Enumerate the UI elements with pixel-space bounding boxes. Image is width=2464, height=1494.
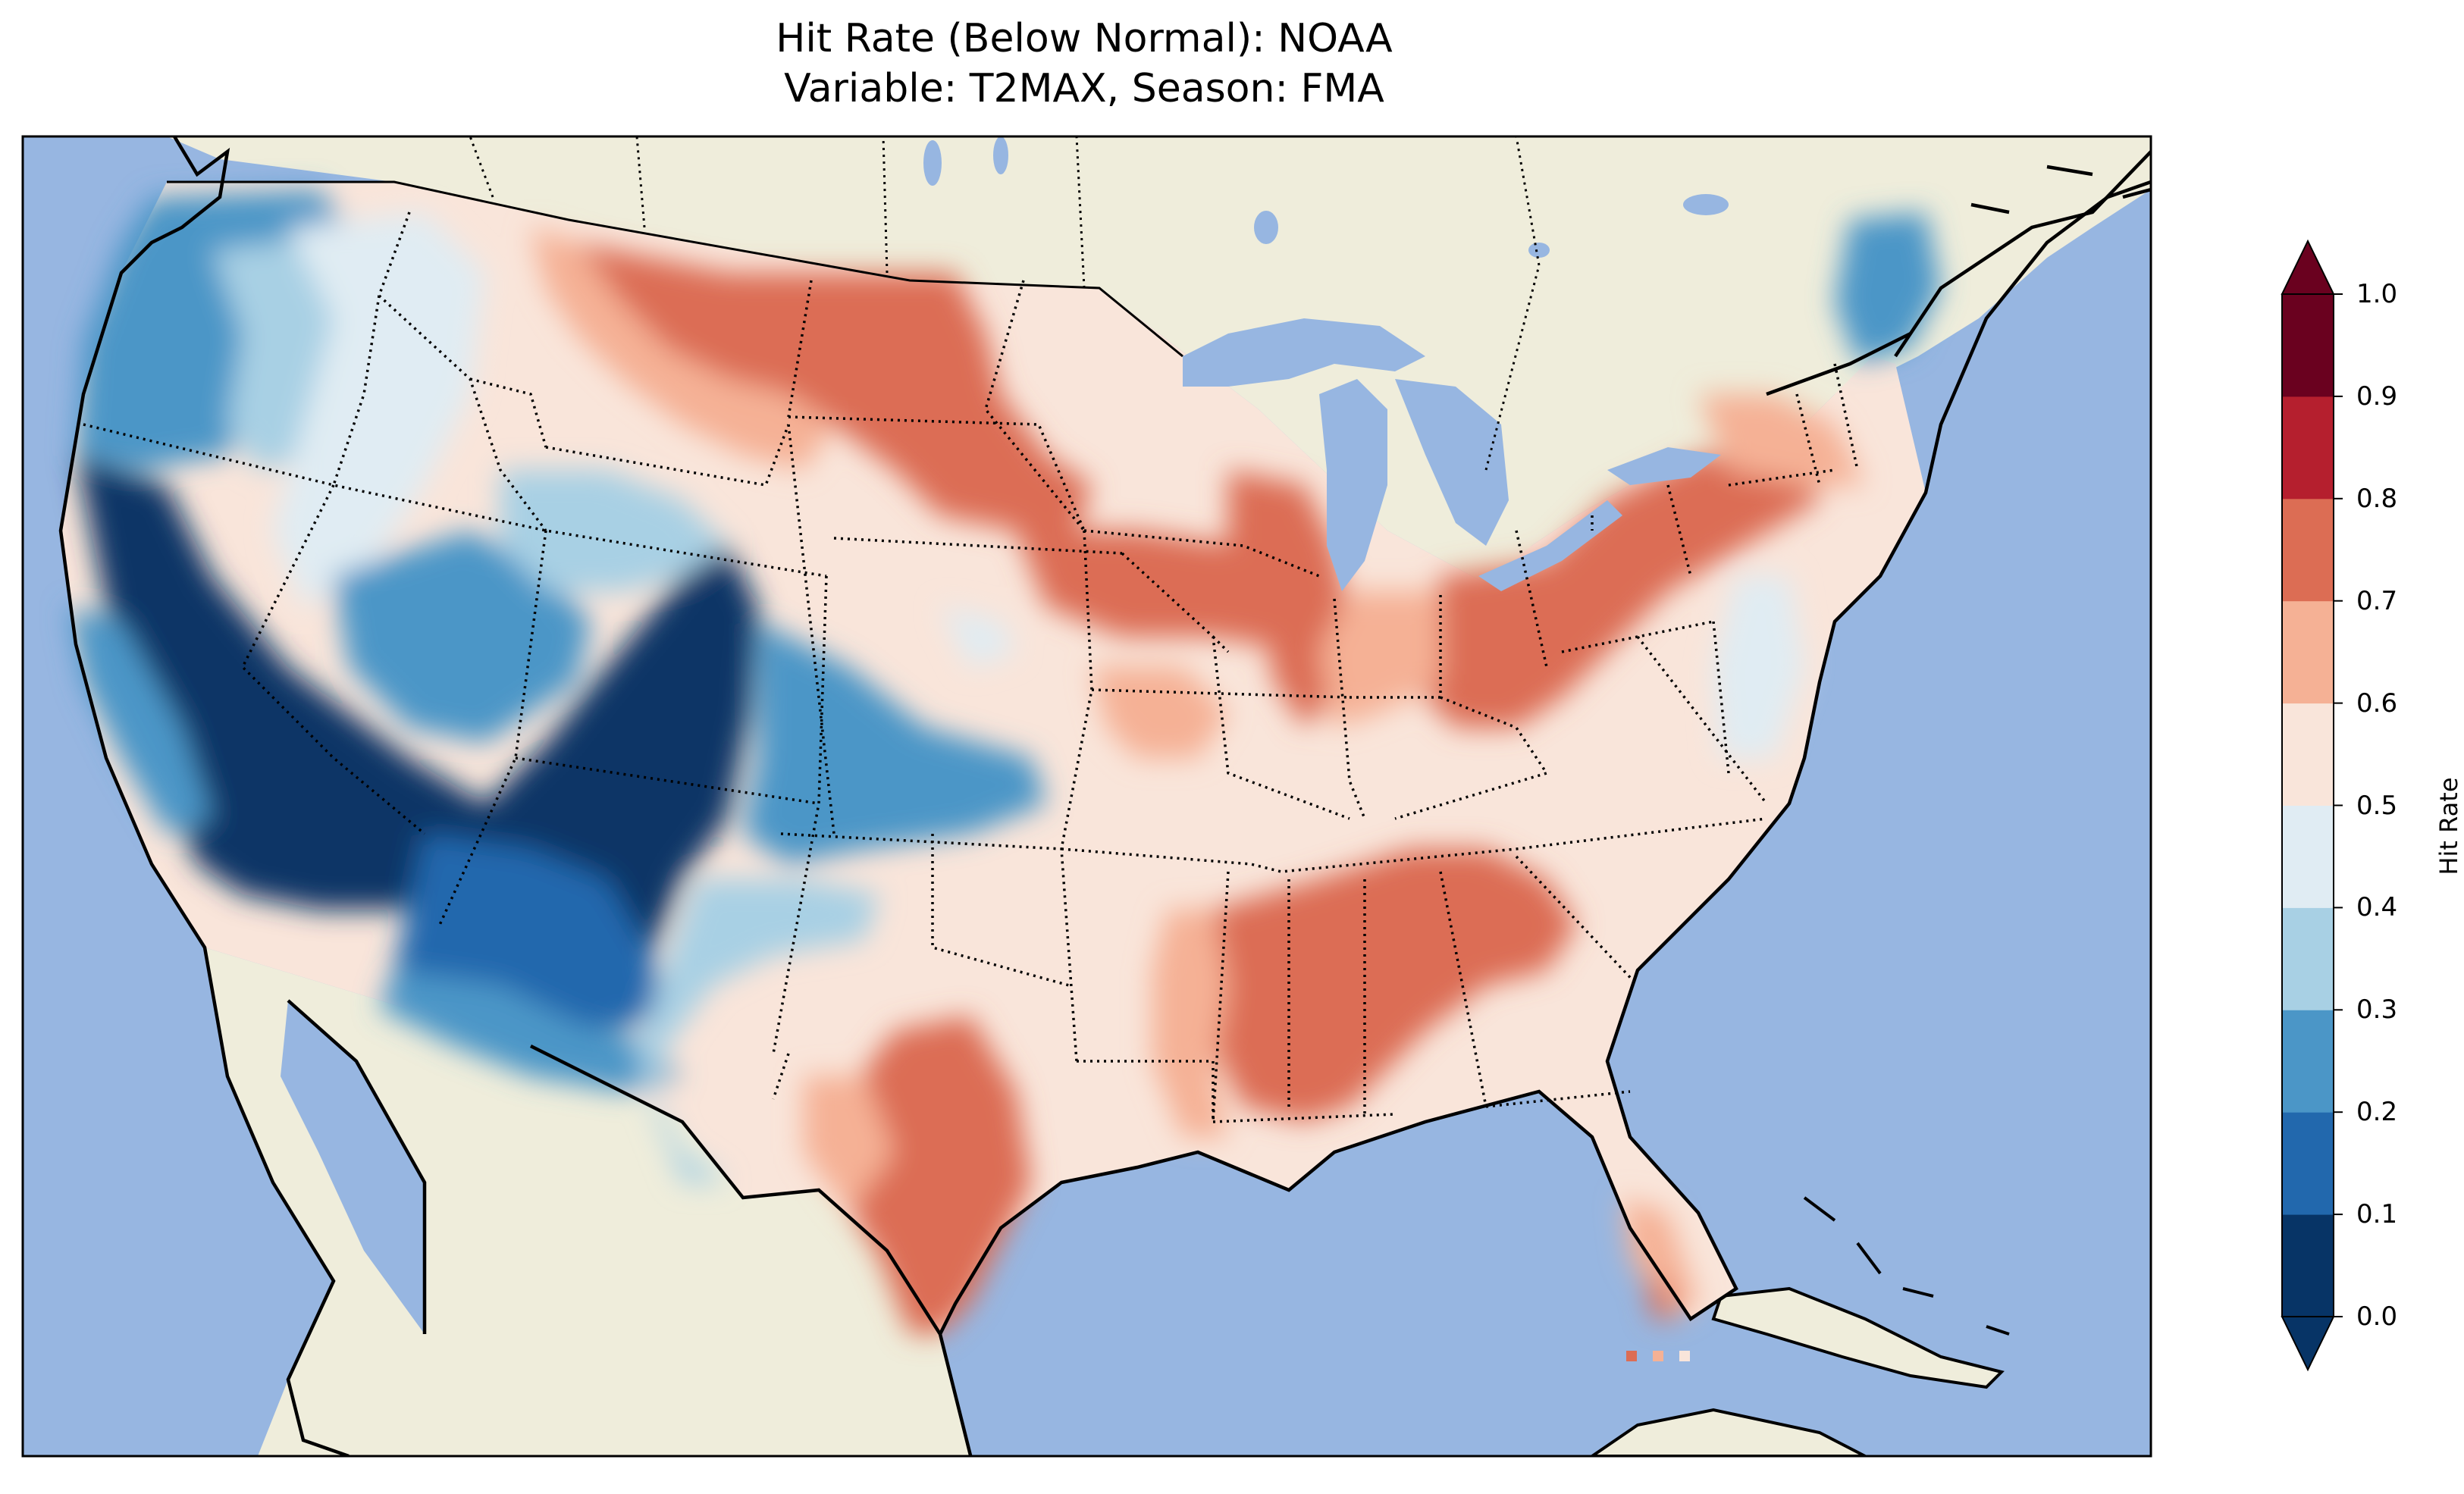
state-borders	[83, 211, 1859, 1123]
colorbar-tick-label: 0.9	[2356, 381, 2398, 412]
colorbar-bin	[2282, 703, 2334, 806]
region-florida-high	[1645, 1273, 1676, 1319]
colorbar-bin	[2282, 294, 2334, 397]
us-canada-border	[167, 180, 1183, 358]
region-southeast-high	[1198, 849, 1577, 1122]
bahamas-islands	[1803, 1196, 2010, 1336]
region-ohio-high	[1410, 455, 1820, 728]
colorbar-bin	[2282, 1112, 2334, 1215]
lake-erie	[1478, 500, 1622, 591]
colorbar-bin	[2282, 1214, 2334, 1317]
lake-ontario	[1607, 447, 1721, 485]
colorbar-bin	[2282, 907, 2334, 1010]
colorbar	[2281, 239, 2343, 1372]
region-nm-light	[637, 879, 879, 1182]
colorbar-tick-label: 0.5	[2356, 790, 2398, 821]
region-wyoming-light	[500, 470, 728, 591]
conus-hit-rate-field	[61, 182, 1941, 1334]
region-arizona-mid	[379, 970, 682, 1092]
colorbar-tick-label: 0.0	[2356, 1301, 2398, 1332]
great-lakes	[1183, 318, 1721, 591]
mexico-land	[205, 947, 970, 1456]
region-west-very-low	[76, 455, 758, 955]
region-oklahoma-light	[940, 606, 1016, 667]
region-north-plains-high	[576, 243, 1092, 531]
colorbar-bin	[2282, 805, 2334, 908]
region-midwest-salmon	[1092, 667, 1228, 758]
region-nevada-mid	[334, 531, 591, 743]
figure-title-line1: Hit Rate (Below Normal): NOAA	[776, 16, 1393, 61]
coastlines	[58, 136, 2151, 1456]
colorbar-tick-label: 1.0	[2356, 279, 2398, 309]
canada-lakes	[923, 136, 1729, 258]
colorbar-extend-min	[2281, 1316, 2335, 1372]
map-frame	[21, 135, 2152, 1458]
colorbar-extend-max	[2281, 239, 2335, 295]
region-texas-salmon	[804, 1076, 895, 1213]
lake-superior	[1183, 318, 1425, 387]
lake-michigan	[1319, 379, 1387, 591]
region-ca-coast-mid	[68, 606, 212, 834]
cuba-land	[1711, 1286, 2005, 1389]
florida-keys-2	[1653, 1351, 1663, 1361]
region-illinois-high	[1228, 470, 1350, 728]
canada-province-borders	[469, 136, 1541, 471]
lake-huron	[1395, 379, 1509, 546]
colorbar-tick-label: 0.2	[2356, 1097, 2398, 1128]
region-delmarva-light	[1713, 576, 1804, 758]
figure-title-line2: Variable: T2MAX, Season: FMA	[784, 66, 1384, 111]
region-idaho-light	[273, 212, 485, 606]
florida-keys-3	[1679, 1351, 1690, 1361]
region-southeast-salmon	[1152, 910, 1228, 1137]
colorbar-bin	[2282, 396, 2334, 500]
gulf-of-california	[281, 1001, 425, 1334]
florida-keys-1	[1626, 1351, 1637, 1361]
colorbar-tick-label: 0.7	[2356, 585, 2398, 616]
region-florida-salmon	[1622, 1198, 1698, 1319]
colorbar-bin	[2282, 600, 2334, 704]
region-ne-salmon	[1698, 394, 1865, 485]
colorbar-tick-label: 0.8	[2356, 483, 2398, 514]
colorbar-tick-label: 0.4	[2356, 892, 2398, 923]
colorbar-bin	[2282, 498, 2334, 602]
region-plains-salmon	[531, 227, 834, 470]
region-indiana-salmon	[1319, 591, 1440, 728]
colorbar-bin	[2282, 1010, 2334, 1113]
yucatan-land	[1589, 1408, 1866, 1456]
colorbar-tick-label: 0.6	[2356, 687, 2398, 719]
colorbar-label: Hit Rate	[2434, 777, 2463, 875]
colorbar-tick-label: 0.1	[2356, 1199, 2398, 1230]
region-colorado-mid	[743, 622, 1046, 864]
colorbar-tick-label: 0.3	[2356, 994, 2398, 1026]
